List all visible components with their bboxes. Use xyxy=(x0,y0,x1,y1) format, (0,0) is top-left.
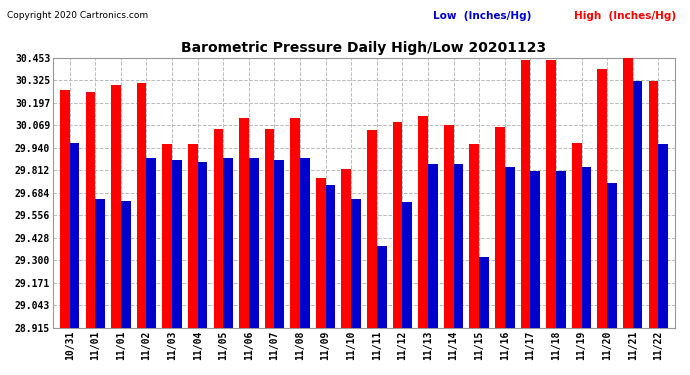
Bar xyxy=(444,125,453,328)
Bar xyxy=(316,178,326,328)
Bar xyxy=(479,257,489,328)
Bar xyxy=(598,69,607,328)
Bar xyxy=(623,58,633,328)
Bar xyxy=(70,142,79,328)
Bar xyxy=(172,160,181,328)
Bar xyxy=(137,83,146,328)
Bar xyxy=(495,127,505,328)
Bar xyxy=(556,171,566,328)
Bar xyxy=(197,162,208,328)
Text: High  (Inches/Hg): High (Inches/Hg) xyxy=(574,11,676,21)
Bar xyxy=(275,160,284,328)
Bar xyxy=(418,116,428,328)
Bar xyxy=(428,164,437,328)
Bar xyxy=(265,129,275,328)
Bar xyxy=(326,185,335,328)
Bar xyxy=(633,81,642,328)
Bar xyxy=(521,60,531,328)
Bar xyxy=(453,164,463,328)
Bar xyxy=(402,202,412,328)
Bar xyxy=(239,118,249,328)
Text: Copyright 2020 Cartronics.com: Copyright 2020 Cartronics.com xyxy=(7,11,148,20)
Bar xyxy=(146,158,156,328)
Bar xyxy=(224,158,233,328)
Bar xyxy=(162,144,172,328)
Bar xyxy=(290,118,300,328)
Bar xyxy=(582,167,591,328)
Bar xyxy=(531,171,540,328)
Bar xyxy=(607,183,617,328)
Bar xyxy=(86,92,95,328)
Title: Barometric Pressure Daily High/Low 20201123: Barometric Pressure Daily High/Low 20201… xyxy=(181,41,546,55)
Bar xyxy=(300,158,310,328)
Bar xyxy=(342,169,351,328)
Bar xyxy=(377,246,386,328)
Bar xyxy=(649,81,658,328)
Text: Low  (Inches/Hg): Low (Inches/Hg) xyxy=(433,11,531,21)
Bar xyxy=(367,130,377,328)
Bar xyxy=(111,85,121,328)
Bar xyxy=(95,199,105,328)
Bar xyxy=(505,167,515,328)
Bar xyxy=(572,142,582,328)
Bar xyxy=(213,129,224,328)
Bar xyxy=(249,158,259,328)
Bar xyxy=(658,144,668,328)
Bar xyxy=(393,122,402,328)
Bar xyxy=(121,201,130,328)
Bar xyxy=(351,199,361,328)
Bar xyxy=(546,60,556,328)
Bar xyxy=(60,90,70,328)
Bar xyxy=(469,144,479,328)
Bar xyxy=(188,144,197,328)
